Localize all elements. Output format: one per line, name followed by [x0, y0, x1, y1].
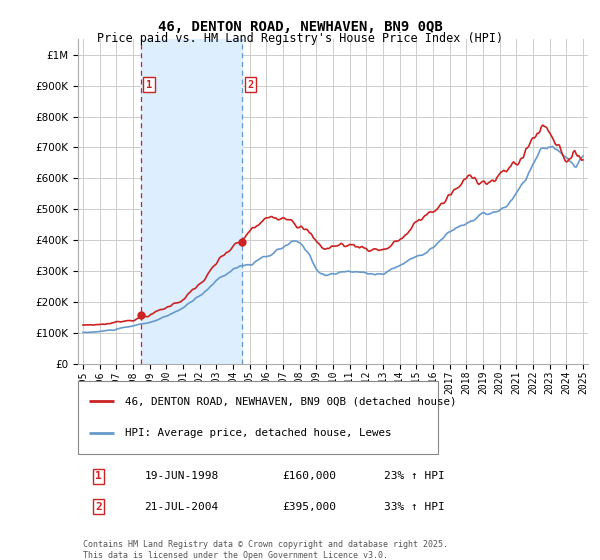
Text: 1: 1: [146, 80, 152, 90]
Text: £160,000: £160,000: [282, 472, 336, 482]
Text: £395,000: £395,000: [282, 502, 336, 512]
Text: 1: 1: [95, 472, 102, 482]
Text: 46, DENTON ROAD, NEWHAVEN, BN9 0QB: 46, DENTON ROAD, NEWHAVEN, BN9 0QB: [158, 20, 442, 34]
Text: 46, DENTON ROAD, NEWHAVEN, BN9 0QB (detached house): 46, DENTON ROAD, NEWHAVEN, BN9 0QB (deta…: [125, 396, 457, 406]
Text: Price paid vs. HM Land Registry's House Price Index (HPI): Price paid vs. HM Land Registry's House …: [97, 32, 503, 45]
Text: Contains HM Land Registry data © Crown copyright and database right 2025.
This d: Contains HM Land Registry data © Crown c…: [83, 540, 448, 559]
Text: 19-JUN-1998: 19-JUN-1998: [145, 472, 218, 482]
Bar: [140, 39, 242, 364]
Text: HPI: Average price, detached house, Lewes: HPI: Average price, detached house, Lewe…: [125, 428, 391, 438]
Text: 2: 2: [95, 502, 102, 512]
Text: 21-JUL-2004: 21-JUL-2004: [145, 502, 218, 512]
Text: 23% ↑ HPI: 23% ↑ HPI: [384, 472, 445, 482]
Text: 33% ↑ HPI: 33% ↑ HPI: [384, 502, 445, 512]
FancyBboxPatch shape: [78, 381, 438, 454]
Text: 2: 2: [247, 80, 253, 90]
